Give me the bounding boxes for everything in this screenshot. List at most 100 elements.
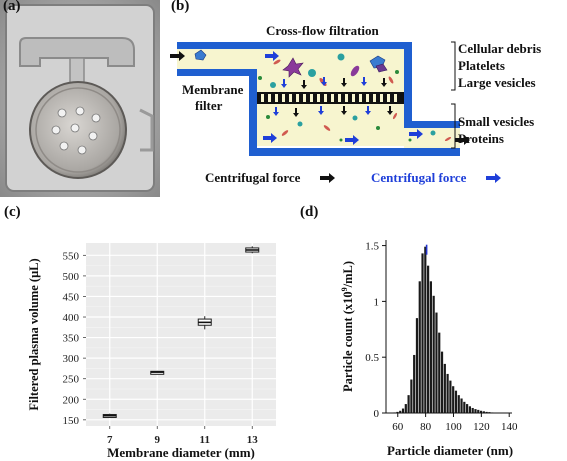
panel-label-d: (d) <box>300 204 319 220</box>
y-axis-title-post: /mL) <box>341 261 355 288</box>
y-tick-label: 300 <box>63 353 80 365</box>
flow-arrows-blue <box>263 51 423 145</box>
membrane-label-line1: Membrane <box>182 82 244 97</box>
plot-background <box>86 243 276 426</box>
histogram-bar <box>463 401 466 413</box>
y-axis-title-pre: Particle count (x10 <box>341 291 355 392</box>
label-large-vesicles: Large vesicles <box>458 75 536 90</box>
device-photo <box>0 0 160 197</box>
histogram-bar <box>401 408 405 413</box>
boxplot-panel: (c) 150 200 250 300 350 400 450 500 550 7 9 11 13 Mem… <box>0 200 290 461</box>
label-proteins: Proteins <box>458 131 504 146</box>
histogram-bar <box>471 407 474 413</box>
y-tick-label: 400 <box>63 312 80 324</box>
histogram-bar <box>399 410 402 413</box>
x-tick-label: 120 <box>473 421 490 433</box>
panel-label-b: (b) <box>171 0 190 14</box>
histogram-chart: 60 80 100 120 140 0 0.5 1 1.5 Particle diameter (… <box>340 240 518 458</box>
bottom-wall <box>249 148 460 156</box>
histogram-bar <box>474 409 477 413</box>
x-tick-label: 80 <box>420 421 432 433</box>
large-particles <box>194 49 399 88</box>
x-tick-label: 140 <box>501 421 518 433</box>
y-tick-label: 0.5 <box>365 352 379 364</box>
force-arrow-blue <box>486 173 501 183</box>
inlet-bottom-wall <box>177 69 249 76</box>
histogram-bar <box>415 318 419 413</box>
upper-wall <box>177 42 411 49</box>
device-photo-panel: (a) <box>0 0 160 197</box>
crossflow-diagram <box>170 41 501 183</box>
y-tick-label: 500 <box>63 271 80 283</box>
histogram-panel: (d) 60 80 100 120 140 0 0.5 1 1.5 Particle diamet… <box>290 200 567 461</box>
y-axis-title-sup: 9 <box>340 287 349 291</box>
x-tick-label: 7 <box>107 434 113 446</box>
histogram-bar <box>468 406 471 413</box>
histogram-bar <box>485 411 488 413</box>
histogram-bar <box>427 265 430 413</box>
histogram-bar <box>435 312 438 413</box>
histogram-bar <box>407 395 410 413</box>
y-tick-label: 200 <box>63 394 80 406</box>
label-small-vesicles: Small vesicles <box>458 114 535 129</box>
y-tick-label: 550 <box>63 250 80 262</box>
histogram-bar <box>446 373 449 413</box>
histogram-bar <box>460 398 463 413</box>
y-tick-label: 150 <box>63 415 80 427</box>
y-tick-label: 1 <box>374 296 380 308</box>
x-axis-title: Membrane diameter (mm) <box>107 445 255 460</box>
x-axis-title: Particle diameter (nm) <box>387 443 513 458</box>
histogram-bar <box>421 253 424 413</box>
panel-label-a: (a) <box>3 0 21 14</box>
x-tick-label: 9 <box>155 434 161 446</box>
histogram-bar <box>438 332 441 413</box>
upper-bracket <box>451 41 456 91</box>
histogram-bar <box>482 411 485 413</box>
histogram-bar <box>466 404 469 413</box>
histogram-bar <box>452 386 455 413</box>
histogram-bar <box>443 363 446 413</box>
force-arrow-black <box>320 173 335 183</box>
label-platelets: Platelets <box>458 58 505 73</box>
histogram-bar <box>477 409 480 413</box>
histogram-bar <box>410 379 413 413</box>
right-wall <box>404 42 412 146</box>
force-label-blue: Centrifugal force <box>371 170 467 185</box>
crossflow-schematic-panel: (b) <box>165 0 565 197</box>
histogram-bar <box>449 380 452 413</box>
x-tick-label: 60 <box>392 421 404 433</box>
crossflow-title: Cross-flow filtration <box>266 23 379 38</box>
y-tick-label: 450 <box>63 291 80 303</box>
x-tick-label: 100 <box>445 421 462 433</box>
y-axis-title: Filtered plasma volume (μL) <box>27 258 41 410</box>
histogram-bar <box>432 295 435 413</box>
panel-label-c: (c) <box>4 204 21 220</box>
flow-arrows-black <box>170 51 470 145</box>
histogram-bar <box>418 281 421 413</box>
outlet-top-wall <box>404 121 460 128</box>
histogram-bar <box>404 404 407 413</box>
histogram-bar <box>424 246 427 413</box>
histogram-bar <box>413 354 416 413</box>
histogram-bar <box>479 410 483 413</box>
y-tick-label: 0 <box>374 408 380 420</box>
y-axis-title: Particle count (x109/mL) <box>340 261 355 392</box>
boxplot-chart: 150 200 250 300 350 400 450 500 550 7 9 11 13Membran… <box>27 243 276 460</box>
histogram-bar <box>440 351 444 413</box>
histogram-bar <box>454 390 458 413</box>
lower-bracket <box>451 103 456 149</box>
histogram-bar <box>396 411 399 413</box>
x-tick-label: 13 <box>247 434 259 446</box>
membrane-pores <box>261 94 397 102</box>
histogram-bar <box>429 281 432 413</box>
left-chamber-wall <box>249 69 257 156</box>
y-tick-label: 1.5 <box>365 241 379 253</box>
x-tick-label: 11 <box>200 434 210 446</box>
y-tick-label: 250 <box>63 374 80 386</box>
histogram-bar <box>457 395 460 413</box>
force-label-black: Centrifugal force <box>205 170 301 185</box>
membrane-label-line2: filter <box>195 98 223 113</box>
label-cellular-debris: Cellular debris <box>458 41 542 56</box>
y-tick-label: 350 <box>63 333 80 345</box>
small-particles <box>266 112 452 142</box>
